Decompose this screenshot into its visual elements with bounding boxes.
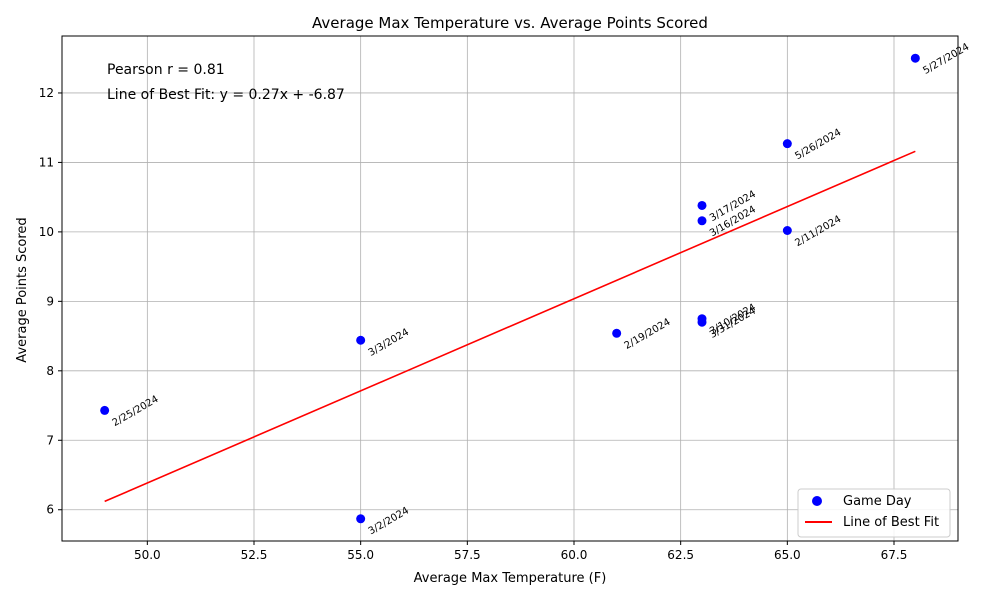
- x-tick-label: 52.5: [241, 548, 268, 562]
- data-point-label: 2/25/2024: [111, 394, 161, 429]
- x-axis-label: Average Max Temperature (F): [414, 571, 607, 586]
- data-point: [782, 225, 792, 235]
- data-point-label: 5/27/2024: [921, 42, 971, 77]
- data-point-label: 3/3/2024: [367, 327, 411, 359]
- legend-box: [797, 488, 951, 538]
- fit-line-layer: [104, 150, 916, 503]
- points-layer: [100, 53, 920, 524]
- y-tick-label: 10: [39, 225, 54, 239]
- x-tick-label: 60.0: [561, 548, 588, 562]
- data-point: [697, 200, 707, 210]
- data-point-label: 2/19/2024: [623, 317, 673, 352]
- data-point-label: 5/26/2024: [793, 127, 843, 162]
- x-tick-label: 50.0: [134, 548, 161, 562]
- legend-label-fit-line: Line of Best Fit: [843, 515, 939, 530]
- x-tick-label: 65.0: [774, 548, 801, 562]
- y-tick-label: 6: [46, 503, 54, 517]
- data-point: [100, 405, 110, 415]
- y-axis-label: Average Points Scored: [15, 217, 30, 362]
- data-point: [697, 216, 707, 226]
- legend-marker-game-day: [812, 496, 822, 506]
- data-point: [910, 53, 920, 63]
- y-tick-label: 11: [39, 155, 54, 169]
- data-point: [782, 139, 792, 149]
- y-tick-label: 12: [39, 86, 54, 100]
- legend: Game Day Line of Best Fit: [797, 488, 951, 538]
- data-point-label: 3/2/2024: [367, 505, 411, 537]
- y-tick-label: 9: [46, 294, 54, 308]
- fit-equation-annotation: Line of Best Fit: y = 0.27x + -6.87: [107, 87, 345, 103]
- legend-label-game-day: Game Day: [843, 494, 912, 509]
- plot-frame: [61, 35, 959, 542]
- data-point: [356, 514, 366, 524]
- x-tick-label: 67.5: [881, 548, 908, 562]
- pearson-annotation: Pearson r = 0.81: [107, 62, 225, 78]
- data-point: [697, 317, 707, 327]
- data-point: [612, 328, 622, 338]
- y-tick-label: 8: [46, 364, 54, 378]
- x-axis-ticks: 50.0 52.5 55.0 57.5 60.0 62.5 65.0 67.5: [134, 541, 907, 562]
- data-point: [356, 335, 366, 345]
- chart-title: Average Max Temperature vs. Average Poin…: [312, 14, 708, 32]
- y-tick-label: 7: [46, 433, 54, 447]
- x-tick-label: 62.5: [667, 548, 694, 562]
- grid-lines: [62, 36, 958, 541]
- x-tick-label: 55.0: [347, 548, 374, 562]
- x-tick-label: 57.5: [454, 548, 481, 562]
- y-axis-ticks: 6 7 8 9 10 11 12: [39, 86, 62, 517]
- best-fit-line: [104, 150, 916, 503]
